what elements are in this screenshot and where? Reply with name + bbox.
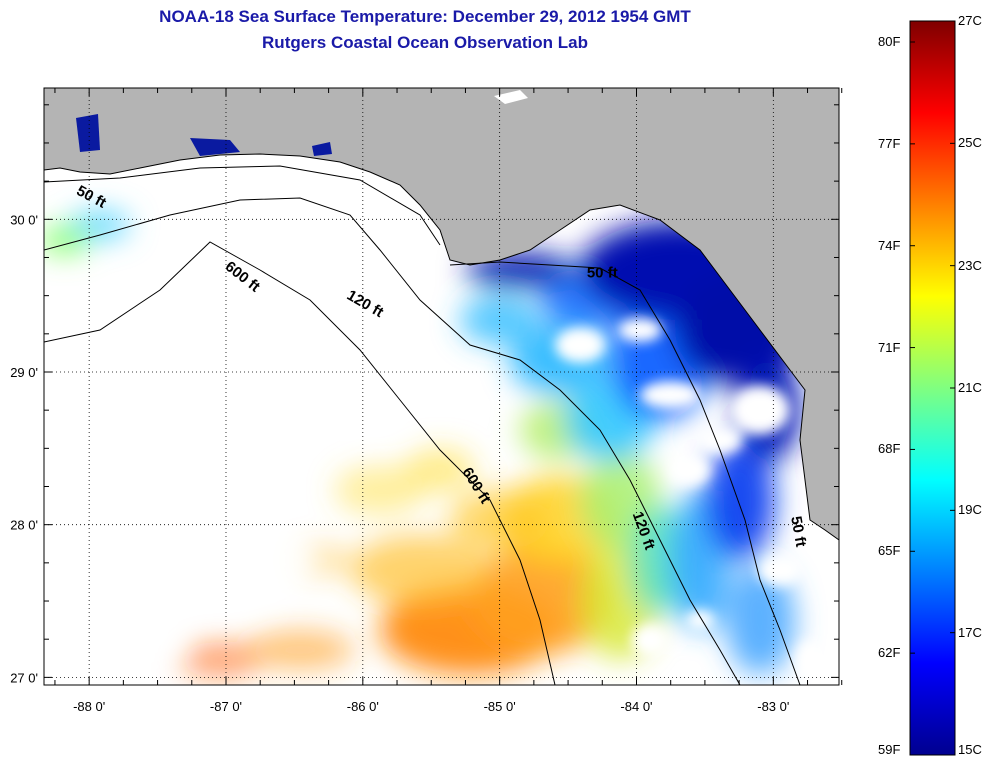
colorbar-label-fahrenheit: 59F xyxy=(878,742,901,757)
map-frame xyxy=(43,87,840,686)
grid-lines xyxy=(44,88,839,685)
y-tick-label: 30 0' xyxy=(10,212,38,227)
map-plot-area xyxy=(44,88,839,685)
x-tick-label: -84 0' xyxy=(620,699,652,714)
map-title: NOAA-18 Sea Surface Temperature: Decembe… xyxy=(159,7,691,26)
colorbar-label-celsius: 27C xyxy=(958,13,982,28)
colorbar-ticks xyxy=(910,20,955,756)
map-subtitle: Rutgers Coastal Ocean Observation Lab xyxy=(262,33,588,52)
y-tick-label: 29 0' xyxy=(10,365,38,380)
contour-label: 50 ft xyxy=(587,264,618,281)
contour-50ft-east xyxy=(449,261,801,685)
axis-ticks: -88 0' -87 0' -86 0' -85 0' -84 0' -83 0' 30 0… xyxy=(10,88,843,714)
bay-left xyxy=(76,114,100,152)
colorbar-label-celsius: 15C xyxy=(958,742,982,757)
y-tick-label: 27 0' xyxy=(10,670,38,685)
colorbar-label-celsius: 25C xyxy=(958,135,982,151)
x-tick-label: -86 0' xyxy=(347,699,379,714)
x-tick-label: -83 0' xyxy=(757,699,789,714)
contour-50ft-west xyxy=(44,165,441,246)
colorbar xyxy=(909,20,956,756)
x-tick-label: -87 0' xyxy=(210,699,242,714)
colorbar-label-fahrenheit: 62F xyxy=(878,645,901,661)
bay-right xyxy=(312,142,332,156)
colorbar-label-celsius: 23C xyxy=(958,257,982,273)
colorbar-label-celsius: 21C xyxy=(958,380,982,395)
land-mass xyxy=(44,88,839,540)
cloud-patches xyxy=(555,318,824,680)
contour-120ft xyxy=(44,197,741,685)
colorbar-label-fahrenheit: 68F xyxy=(878,441,901,457)
colorbar-label-fahrenheit: 71F xyxy=(878,339,901,355)
offshore-gaps xyxy=(50,375,420,670)
x-tick-label: -88 0' xyxy=(73,699,105,714)
colorbar-label-celsius: 19C xyxy=(958,502,982,518)
colorbar-label-fahrenheit: 65F xyxy=(878,543,901,559)
colorbar-label-fahrenheit: 77F xyxy=(878,135,901,151)
contour-label: 50 ft xyxy=(787,515,809,548)
colorbar-label-fahrenheit: 80F xyxy=(878,34,901,49)
y-tick-label: 28 0' xyxy=(10,518,38,533)
sst-field xyxy=(44,210,805,678)
colorbar-label-fahrenheit: 74F xyxy=(878,237,901,253)
bay-mid xyxy=(190,138,240,156)
coastline xyxy=(44,153,839,541)
inland-lake xyxy=(494,90,528,104)
contour-600ft xyxy=(44,241,556,685)
colorbar-label-celsius: 17C xyxy=(958,624,982,640)
x-tick-label: -85 0' xyxy=(484,699,516,714)
